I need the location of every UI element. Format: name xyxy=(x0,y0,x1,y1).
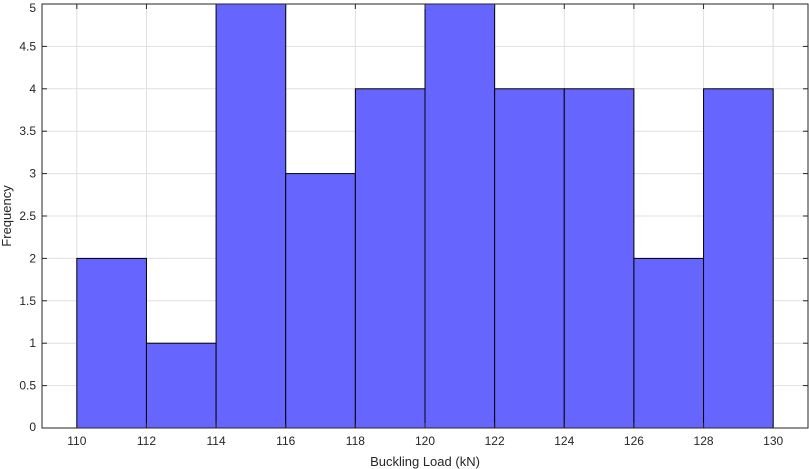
x-tick-label: 118 xyxy=(346,434,365,448)
y-axis-label: Frequency xyxy=(0,185,14,247)
y-tick-label: 4 xyxy=(29,82,36,96)
histogram-bar xyxy=(145,342,217,429)
y-tick-label: 1 xyxy=(29,336,36,350)
x-tick-label: 126 xyxy=(624,434,644,448)
x-tick-label: 116 xyxy=(276,434,295,448)
histogram-bar xyxy=(494,88,565,429)
y-ticks: 0 0.5 1 1.5 2 2.5 3 3.5 4 4.5 5 xyxy=(19,1,808,434)
y-tick-label: 0 xyxy=(29,420,36,434)
histogram-bar xyxy=(633,257,705,429)
x-tick-label: 122 xyxy=(485,434,505,448)
histogram-bar xyxy=(285,173,356,429)
histogram-bars xyxy=(76,3,774,429)
x-tick-label: 130 xyxy=(763,434,783,448)
x-tick-label: 124 xyxy=(554,434,574,448)
histogram-bar xyxy=(354,88,426,429)
histogram-bar xyxy=(563,88,635,429)
histogram-bar xyxy=(215,3,287,429)
x-tick-label: 128 xyxy=(694,434,714,448)
y-tick-label: 2 xyxy=(29,251,36,265)
x-ticks: 110 112 114 116 118 120 122 124 126 128 130 xyxy=(67,4,784,448)
x-tick-label: 112 xyxy=(137,434,156,448)
y-tick-label: 1.5 xyxy=(19,294,36,308)
x-tick-label: 120 xyxy=(415,434,435,448)
histogram-bar xyxy=(424,3,496,429)
y-tick-label: 3 xyxy=(29,167,36,181)
histogram-bar xyxy=(76,257,147,429)
y-tick-label: 4.5 xyxy=(19,39,36,53)
y-tick-label: 2.5 xyxy=(19,209,36,223)
x-tick-label: 114 xyxy=(207,434,226,448)
y-tick-label: 3.5 xyxy=(19,124,36,138)
y-tick-label: 0.5 xyxy=(19,379,36,393)
x-axis-label: Buckling Load (kN) xyxy=(370,454,480,469)
x-tick-label: 110 xyxy=(67,434,86,448)
histogram-bar xyxy=(703,88,774,429)
y-tick-label: 5 xyxy=(29,1,36,15)
